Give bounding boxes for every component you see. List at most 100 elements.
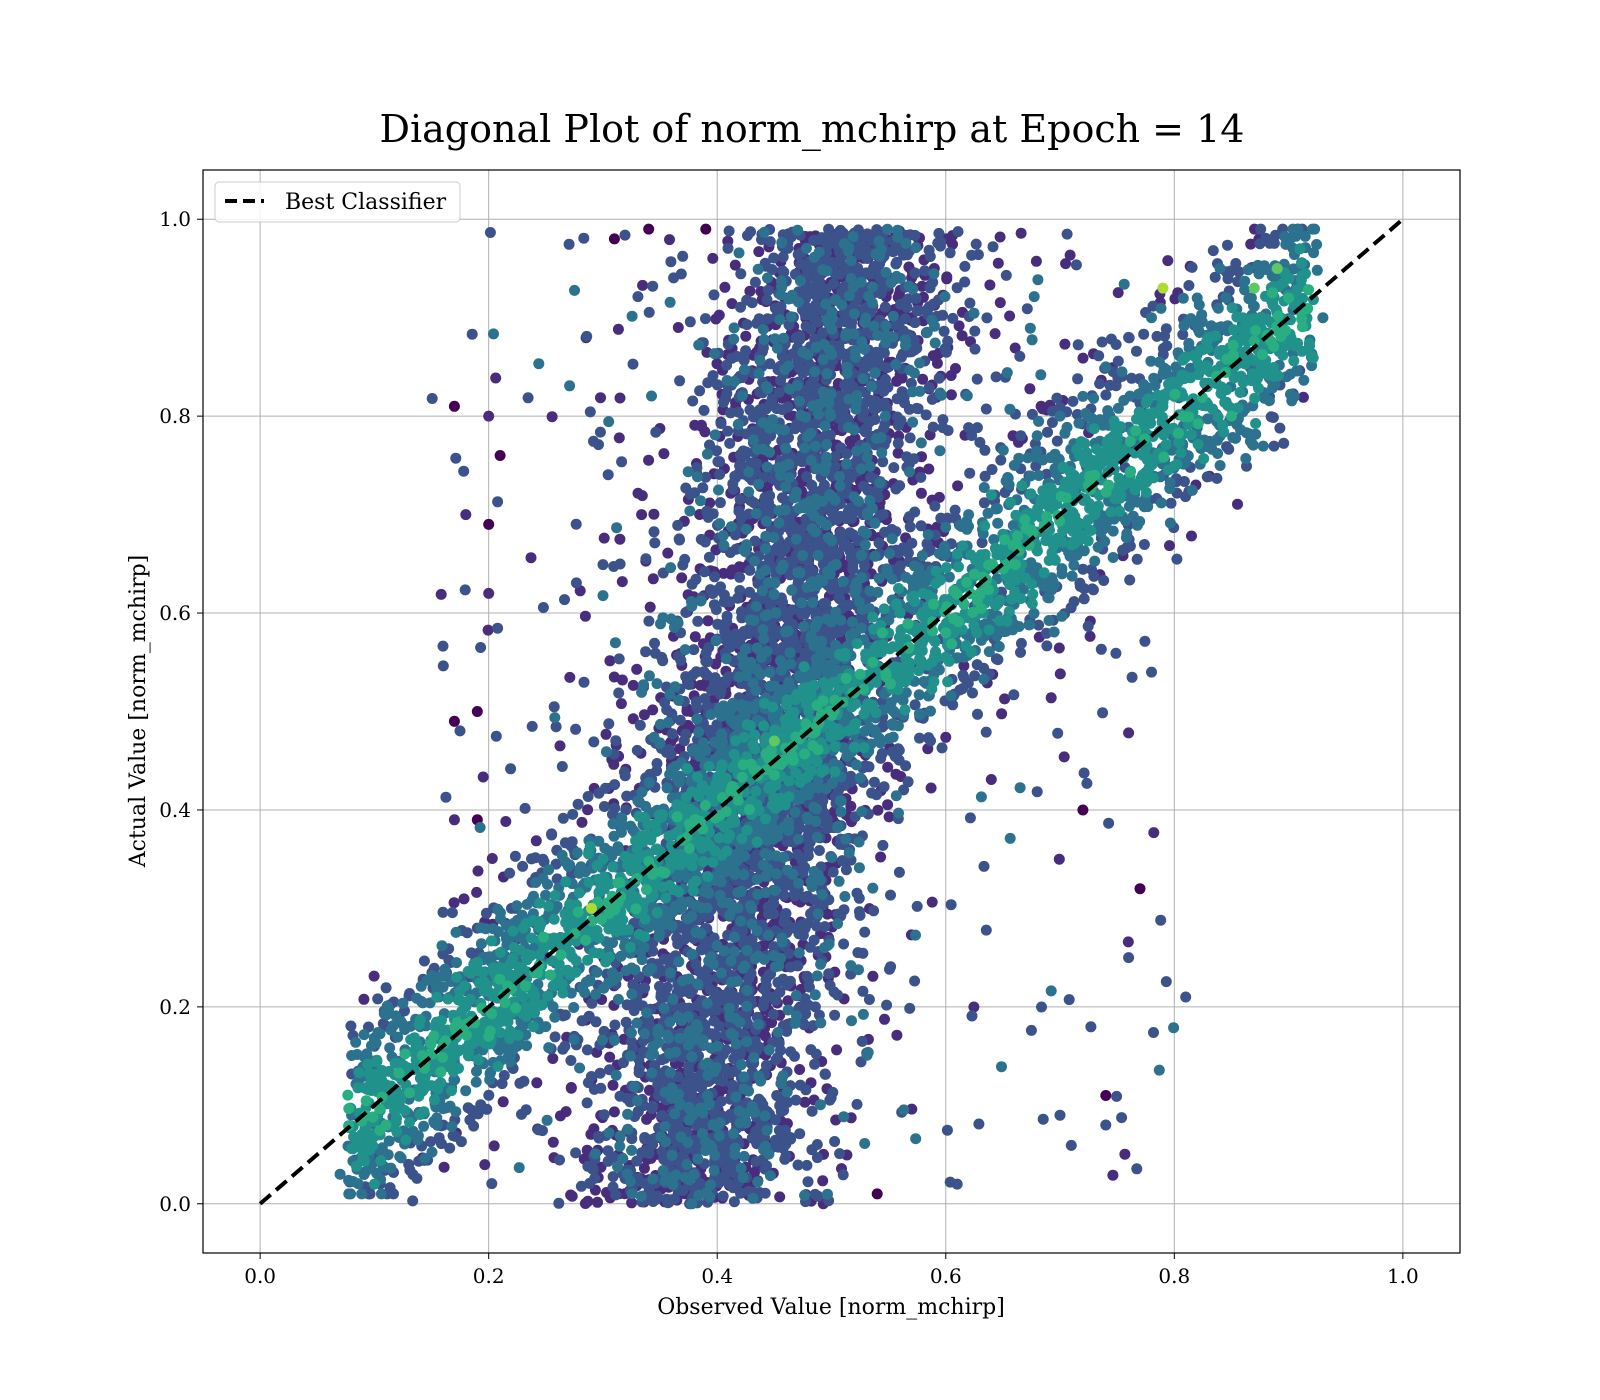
scatter-point [559,594,570,606]
scatter-point [482,624,494,636]
scatter-point [1186,530,1197,542]
scatter-point [614,392,626,404]
scatter-point [516,1108,527,1120]
scatter-point [650,1193,662,1205]
scatter-point [981,312,993,324]
scatter-point [477,771,489,783]
scatter-point [575,1180,587,1192]
scatter-point [650,426,662,438]
scatter-point [994,297,1006,309]
scatter-point [459,584,471,596]
scatter-point [727,1182,739,1194]
scatter-point [609,779,621,791]
scatter-point [777,596,788,608]
scatter-point [479,1159,491,1171]
scatter-point [461,927,473,939]
scatter-point [1278,437,1290,449]
scatter-point [819,921,831,933]
scatter-point [724,437,736,449]
scatter-point [700,223,712,235]
scatter-point [794,1079,806,1091]
scatter-point [873,537,885,549]
scatter-point [799,309,811,321]
scatter-point [550,721,562,733]
scatter-point [717,1075,729,1087]
scatter-point [615,698,627,710]
scatter-point [674,714,686,726]
scatter-point [1060,258,1072,270]
scatter-point [992,257,1004,269]
scatter-point [438,1161,450,1173]
scatter-point [581,330,593,342]
scatter-point [718,396,729,408]
scatter-point [1059,338,1071,350]
scatter-point [878,397,890,409]
scatter-point [490,372,502,384]
scatter-point [372,993,384,1005]
scatter-point [994,231,1006,243]
scatter-point [647,704,659,716]
scatter-point [475,642,487,653]
scatter-point [1126,671,1138,683]
scatter-point [525,552,537,564]
scatter-point [984,279,996,291]
scatter-point [753,246,765,258]
scatter-point [890,768,902,780]
scatter-point [1155,914,1167,926]
scatter-point [1053,642,1065,654]
scatter-point [933,491,945,503]
scatter-point [584,406,596,418]
scatter-point [631,663,643,675]
scatter-point [801,471,813,483]
scatter-point [554,1154,565,1166]
scatter-point [671,932,683,944]
scatter-point [978,860,990,872]
scatter-point [1138,328,1150,340]
scatter-point [647,945,659,957]
scatter-point [709,571,721,583]
scatter-point [680,728,692,740]
scatter-point [547,1136,559,1148]
scatter-point [647,280,659,292]
scatter-point [824,979,836,991]
scatter-point [1054,1109,1066,1121]
scatter-point [702,615,714,627]
scatter-point [1265,411,1277,423]
scatter-point [779,909,791,921]
scatter-point [980,726,992,738]
scatter-point [619,229,631,241]
scatter-point [593,1132,605,1144]
scatter-point [616,674,628,686]
scatter-point [1107,1169,1119,1181]
scatter-point [828,234,839,246]
scatter-point [891,393,903,405]
scatter-point [1169,293,1181,305]
scatter-point [1051,435,1063,447]
scatter-point [1139,635,1151,647]
scatter-point [926,393,938,405]
scatter-point [831,547,843,559]
scatter-point [1110,339,1122,350]
scatter-point [1015,227,1027,239]
scatter-point [782,995,794,1007]
scatter-point [1077,352,1089,364]
scatter-point [553,1197,565,1209]
scatter-point [1124,574,1136,586]
scatter-point [633,1053,645,1065]
scatter-point [803,843,815,855]
scatter-point [557,812,569,824]
scatter-point [762,284,774,296]
scatter-point [941,1124,953,1136]
scatter-point [711,379,723,391]
scatter-point [760,1059,772,1071]
scatter-point [838,938,850,950]
scatter-point [877,509,889,520]
scatter-point [840,864,852,876]
scatter-point [915,520,927,532]
scatter-point [582,791,594,802]
scatter-point [610,1189,622,1201]
scatter-point [1131,553,1143,565]
scatter-point [866,787,878,799]
scatter-point [631,744,643,756]
scatter-point [676,572,688,584]
